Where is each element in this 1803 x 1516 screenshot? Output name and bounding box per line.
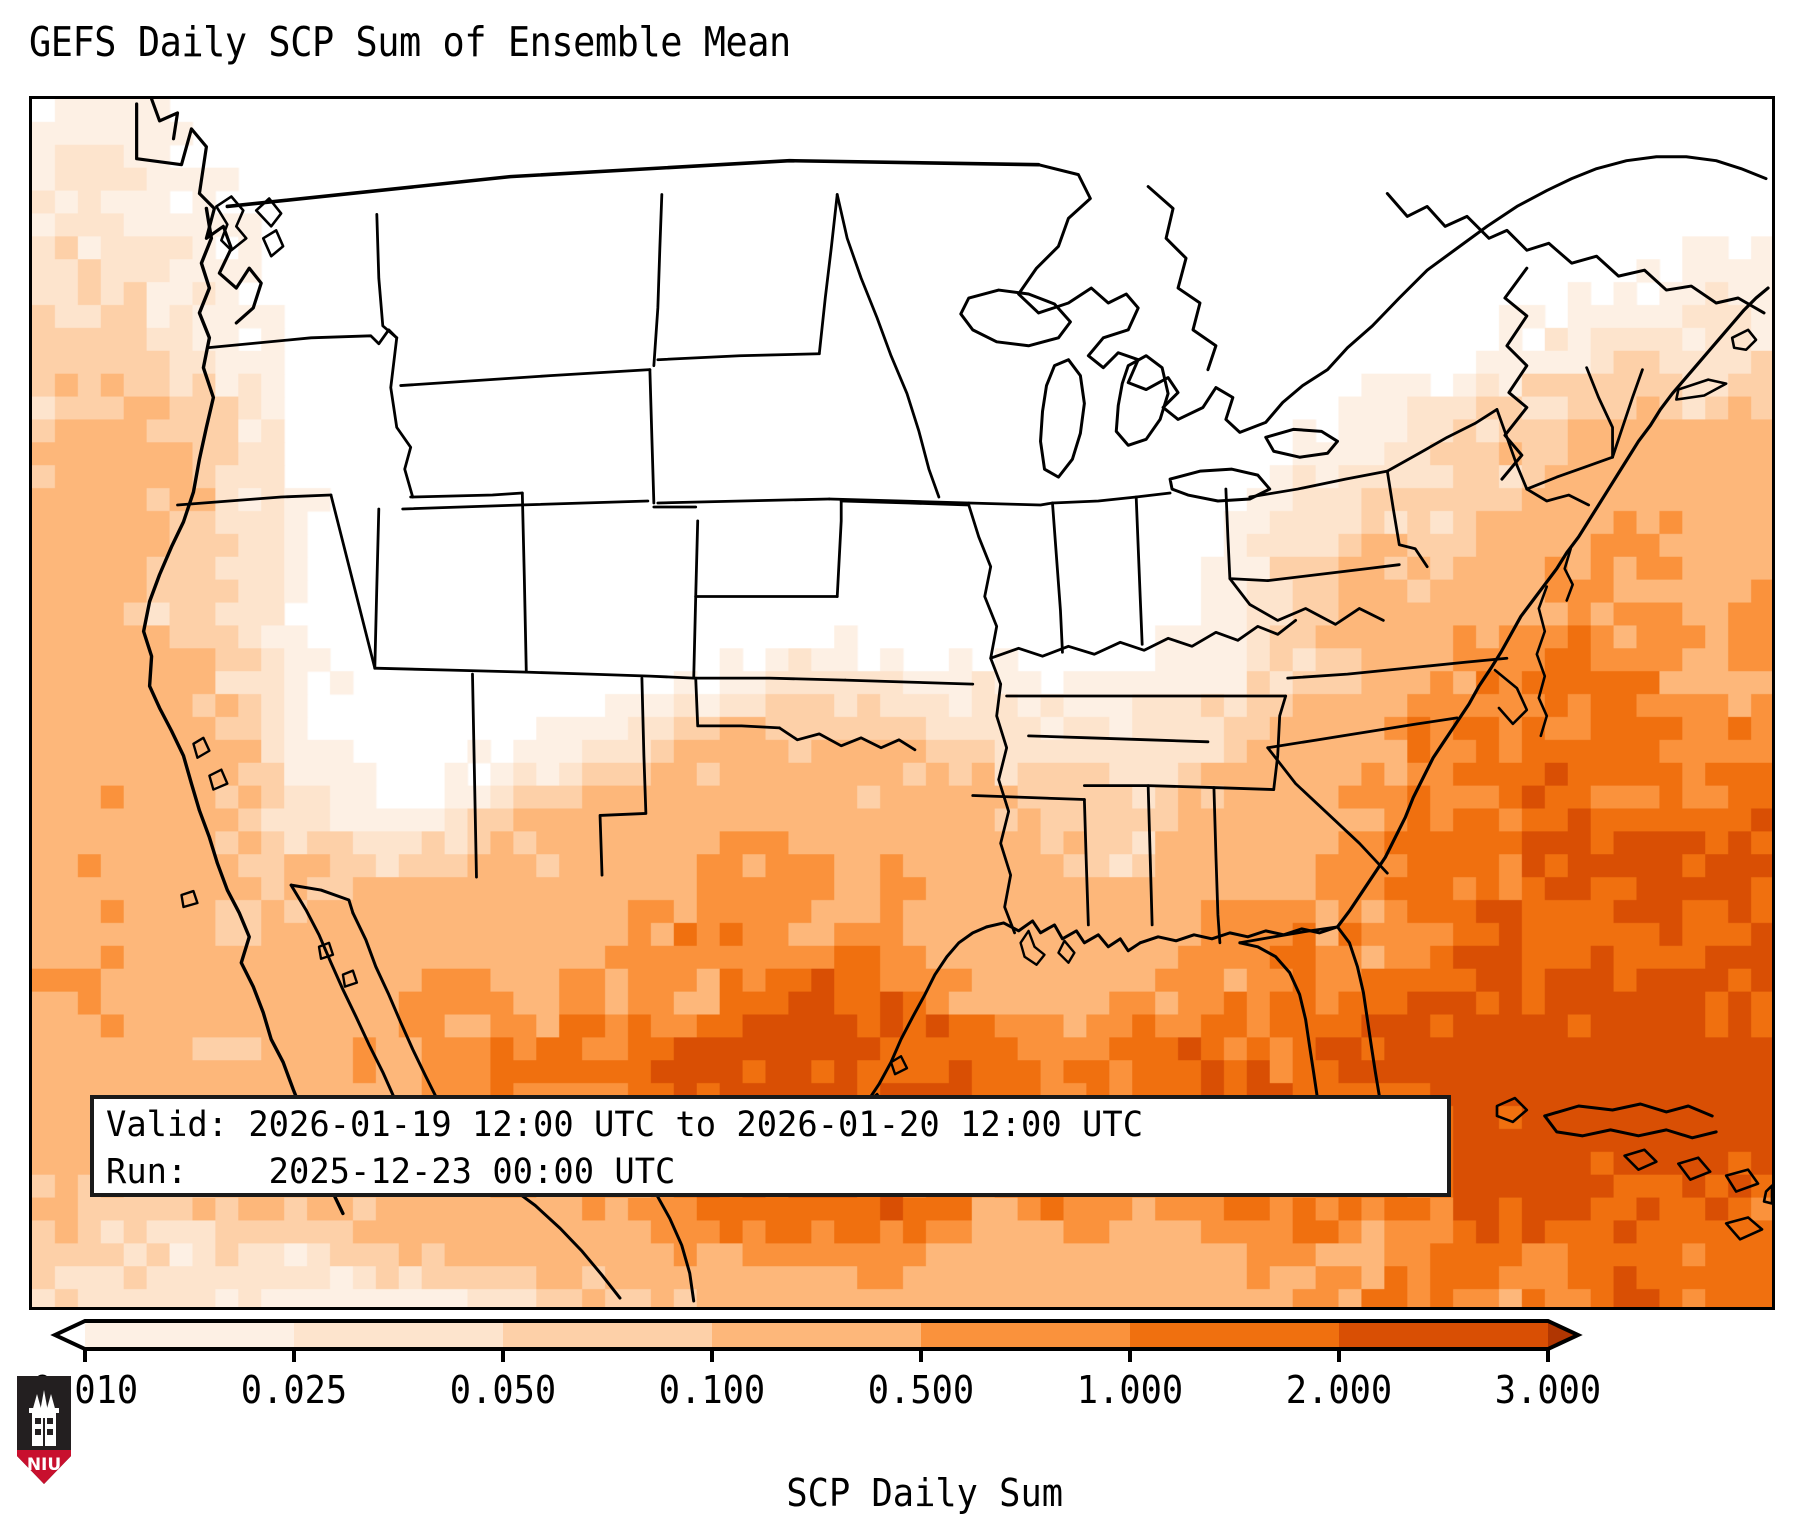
map-boundaries-layer	[135, 99, 1772, 1303]
coastline-and-borders	[135, 99, 1772, 1303]
colorbar	[0, 1313, 1803, 1363]
page-title: GEFS Daily SCP Sum of Ensemble Mean	[29, 18, 791, 66]
colorbar-tick-label-2: 0.050	[449, 1368, 557, 1412]
colorbar-band-1	[294, 1321, 504, 1349]
colorbar-tick-label-3: 0.100	[658, 1368, 766, 1412]
colorbar-tick-label-6: 2.000	[1285, 1368, 1393, 1412]
forecast-info-box: Valid: 2026-01-19 12:00 UTC to 2026-01-2…	[90, 1095, 1451, 1197]
colorbar-gradient	[50, 1319, 1583, 1362]
run-time-text: Run: 2025-12-23 00:00 UTC	[106, 1152, 676, 1192]
colorbar-tick-labels: 0.010 0.025 0.050 0.100 0.500 1.000 2.000 3.000	[0, 1368, 1803, 1418]
colorbar-over-arrow	[1548, 1321, 1578, 1349]
map-plot-area: Valid: 2026-01-19 12:00 UTC to 2026-01-2…	[29, 96, 1775, 1310]
colorbar-under-arrow	[55, 1321, 85, 1349]
valid-time-text: Valid: 2026-01-19 12:00 UTC to 2026-01-2…	[106, 1105, 1144, 1145]
niu-logo-text: NIU	[27, 1455, 61, 1475]
niu-shield-icon: NIU	[17, 1376, 71, 1484]
colorbar-tick-label-4: 0.500	[867, 1368, 975, 1412]
colorbar-band-4	[921, 1321, 1131, 1349]
colorbar-band-6	[1339, 1321, 1549, 1349]
colorbar-band-3	[712, 1321, 922, 1349]
colorbar-tick-label-5: 1.000	[1076, 1368, 1184, 1412]
niu-logo: NIU	[17, 1376, 71, 1484]
colorbar-axis-label-text: SCP Daily Sum	[786, 1471, 1063, 1515]
colorbar-axis-label: SCP Daily Sum	[0, 1424, 1803, 1516]
colorbar-band-2	[503, 1321, 713, 1349]
colorbar-band-0	[85, 1321, 295, 1349]
colorbar-band-5	[1130, 1321, 1340, 1349]
colorbar-tick-label-1: 0.025	[240, 1368, 348, 1412]
colorbar-tick-label-7: 3.000	[1494, 1368, 1602, 1412]
